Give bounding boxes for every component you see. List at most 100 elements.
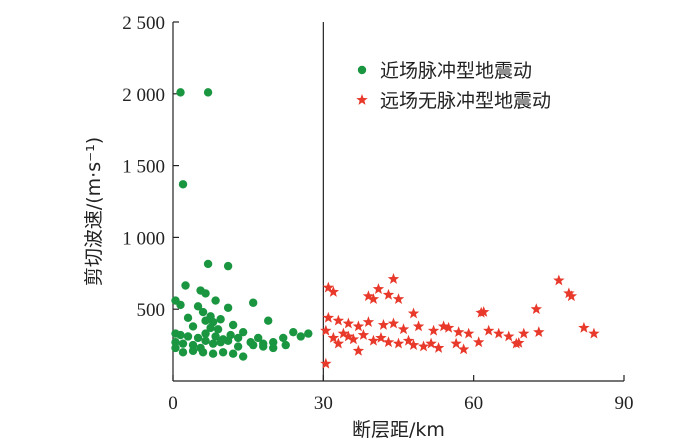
data-point [407, 307, 420, 319]
data-point [201, 329, 210, 338]
data-point [259, 342, 268, 351]
legend-marker-star [356, 94, 368, 105]
data-point [188, 346, 198, 356]
data-point [397, 323, 410, 335]
data-point [304, 329, 313, 338]
data-point [332, 314, 345, 326]
data-point [176, 88, 185, 97]
data-point [493, 327, 505, 339]
data-point [510, 337, 522, 349]
data-point [518, 327, 530, 339]
data-point [238, 327, 248, 337]
data-point [198, 348, 208, 357]
data-point [392, 293, 405, 304]
data-point [181, 281, 190, 290]
data-point [382, 336, 395, 348]
data-point [327, 285, 340, 297]
data-point [362, 316, 375, 327]
data-point [218, 348, 228, 357]
data-point [281, 340, 290, 350]
data-point [178, 339, 188, 348]
data-point [269, 338, 278, 347]
series-1 [171, 88, 313, 361]
data-point [178, 348, 188, 357]
x-tick-label: 0 [168, 393, 178, 414]
data-point [223, 336, 233, 345]
data-point [553, 274, 565, 286]
data-point [233, 333, 243, 343]
x-tick-label: 60 [464, 393, 483, 414]
data-point [223, 261, 233, 271]
data-point [248, 298, 258, 307]
data-point [216, 338, 225, 347]
data-point [432, 341, 445, 353]
data-point [503, 330, 515, 342]
data-marks [171, 88, 600, 369]
data-point [533, 326, 545, 338]
data-point [457, 343, 470, 355]
data-point [223, 303, 233, 312]
data-point [322, 311, 335, 323]
data-point [183, 313, 193, 323]
data-point [213, 325, 223, 334]
data-point [322, 281, 335, 293]
x-tick-label: 90 [615, 393, 634, 414]
legend-marker-circle [357, 65, 367, 75]
data-point [201, 316, 210, 325]
data-point [279, 333, 288, 343]
data-point [171, 338, 180, 347]
data-point [357, 329, 370, 340]
data-point [203, 259, 213, 269]
data-point [578, 321, 590, 333]
y-tick-label: 1 500 [122, 157, 165, 178]
data-point [176, 300, 185, 310]
data-point [201, 289, 210, 298]
data-point [198, 307, 208, 317]
data-point [211, 296, 220, 305]
data-point [375, 331, 387, 343]
data-point [203, 88, 213, 97]
data-point [193, 333, 203, 343]
data-point [208, 349, 218, 358]
data-point [176, 330, 185, 340]
data-point [462, 327, 475, 339]
data-point [193, 302, 203, 311]
data-point [347, 333, 360, 345]
data-point [320, 357, 332, 369]
data-point [320, 324, 332, 336]
data-point [352, 320, 365, 332]
data-point [327, 331, 340, 343]
data-point [332, 337, 345, 349]
y-tick-label: 2 500 [122, 13, 165, 34]
data-point [233, 342, 243, 351]
data-point [228, 349, 238, 358]
data-point [407, 339, 420, 350]
y-tick-label: 2 000 [122, 85, 165, 106]
data-point [171, 343, 180, 353]
data-point [211, 332, 220, 341]
data-point [588, 327, 600, 339]
data-point [402, 334, 415, 346]
data-point [188, 322, 198, 331]
data-point [372, 283, 385, 294]
data-point [442, 321, 455, 333]
axes: 0 30 60 90 500 1 000 1 500 2 000 2 500 [122, 13, 633, 414]
data-point [248, 340, 258, 350]
data-point [437, 320, 450, 332]
data-point [337, 327, 350, 339]
data-point [342, 330, 355, 342]
data-point [425, 337, 437, 349]
data-point [352, 344, 365, 356]
data-point [565, 290, 578, 302]
data-point [289, 327, 298, 337]
data-point [387, 273, 400, 284]
data-point [482, 324, 495, 336]
data-point [264, 316, 273, 325]
data-point [367, 334, 380, 346]
data-point [427, 324, 440, 336]
data-point [530, 303, 543, 315]
data-point [387, 317, 400, 329]
series-2 [320, 273, 600, 369]
data-point [450, 337, 462, 349]
